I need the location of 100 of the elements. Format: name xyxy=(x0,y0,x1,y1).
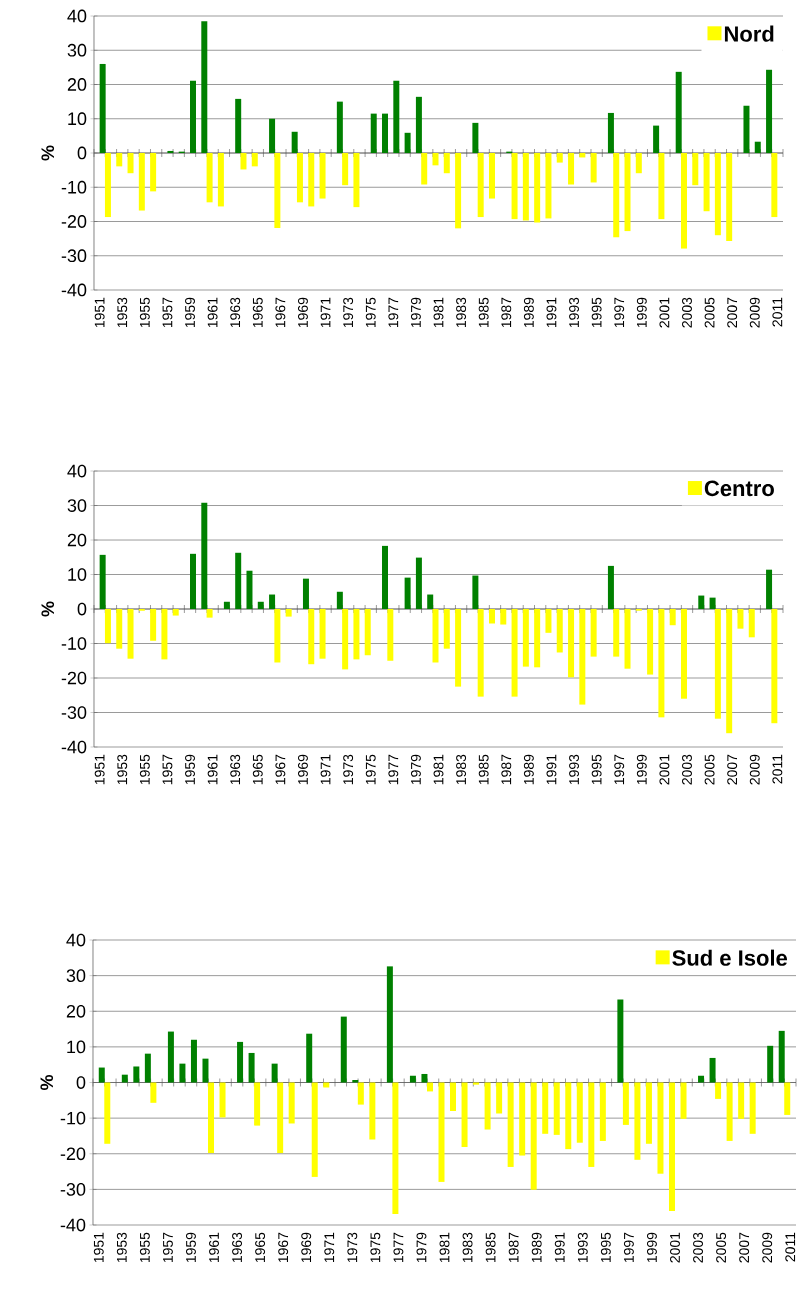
bar xyxy=(488,609,495,624)
bar xyxy=(545,609,552,633)
x-tick-label: 1971 xyxy=(324,1232,335,1263)
bar xyxy=(766,69,773,153)
bar xyxy=(426,1082,433,1092)
x-tick-label: 1995 xyxy=(591,754,602,785)
bar xyxy=(484,1082,491,1130)
x-tick-label: 1977 xyxy=(388,754,399,785)
bar xyxy=(588,1082,595,1167)
y-tick-label: -40 xyxy=(61,283,87,297)
x-tick-label: 1951 xyxy=(93,1232,104,1263)
x-tick-label: 2001 xyxy=(670,1232,680,1263)
bar xyxy=(206,609,213,618)
bar xyxy=(522,153,529,221)
bar xyxy=(201,21,208,153)
x-tick-label: 1993 xyxy=(569,754,579,785)
bar xyxy=(308,609,315,665)
bar xyxy=(201,502,208,610)
x-tick-label: 1995 xyxy=(600,1232,611,1263)
bar xyxy=(590,609,597,657)
bar xyxy=(172,609,179,616)
bar xyxy=(692,153,699,186)
bar xyxy=(450,1082,457,1112)
x-tick-label: 1963 xyxy=(230,754,241,785)
bar xyxy=(461,1082,468,1147)
bar xyxy=(291,131,298,153)
bar xyxy=(534,609,541,668)
bar xyxy=(709,1057,716,1083)
bar xyxy=(116,153,123,167)
bar xyxy=(296,153,303,203)
bar xyxy=(237,1041,244,1083)
bar xyxy=(743,105,750,153)
bar xyxy=(409,1075,416,1083)
bar xyxy=(607,112,614,153)
x-tick-label: 2007 xyxy=(727,754,738,785)
bar xyxy=(668,1082,675,1212)
bar xyxy=(116,609,123,649)
bar xyxy=(534,153,541,223)
bar xyxy=(432,153,439,166)
x-tick-label: 2005 xyxy=(716,1232,727,1263)
bar xyxy=(714,609,721,719)
bar xyxy=(647,609,654,675)
bar xyxy=(519,1082,526,1156)
bar xyxy=(473,1082,480,1085)
bar xyxy=(658,609,665,718)
bar xyxy=(357,1082,364,1105)
bar xyxy=(443,609,450,649)
bar xyxy=(342,153,349,186)
bar xyxy=(393,80,400,153)
x-tick-label: 1957 xyxy=(162,754,173,785)
x-tick-label: 1969 xyxy=(301,1232,312,1263)
bar xyxy=(542,1082,549,1134)
bar xyxy=(714,153,721,236)
bar xyxy=(675,71,682,153)
x-tick-label: 2011 xyxy=(772,754,783,784)
y-tick-label: 30 xyxy=(67,499,87,512)
y-axis-title: % xyxy=(41,145,55,161)
y-tick-label: -30 xyxy=(61,706,87,719)
bar xyxy=(590,153,597,183)
x-tick-label: 1951 xyxy=(94,297,105,328)
x-tick-label: 1973 xyxy=(347,1232,358,1263)
bar xyxy=(319,609,326,659)
x-tick-label: 1967 xyxy=(278,1232,289,1263)
bar xyxy=(219,1082,226,1118)
bar xyxy=(127,153,134,174)
x-tick-label: 1983 xyxy=(456,754,467,785)
bar xyxy=(415,96,422,153)
bar xyxy=(613,609,620,657)
bar xyxy=(680,153,687,249)
bar xyxy=(443,153,450,174)
bar xyxy=(285,609,292,617)
bar xyxy=(477,609,484,697)
bar xyxy=(150,153,157,192)
bar xyxy=(421,1073,428,1083)
bar xyxy=(726,153,733,242)
x-tick-label: 2003 xyxy=(682,297,692,328)
bar xyxy=(217,153,224,207)
bar xyxy=(319,153,326,199)
y-tick-label: 40 xyxy=(66,933,86,947)
bar xyxy=(599,1082,606,1141)
bar xyxy=(311,1082,318,1177)
bar xyxy=(472,575,479,610)
x-tick-label: 1997 xyxy=(614,754,625,785)
x-tick-label: 1993 xyxy=(569,297,579,328)
bar xyxy=(496,1082,503,1114)
x-tick-label: 1961 xyxy=(207,297,218,328)
bar xyxy=(653,125,660,153)
y-tick-label: -40 xyxy=(61,740,87,754)
bar xyxy=(306,1033,313,1083)
x-tick-label: 1965 xyxy=(252,754,263,785)
bar xyxy=(565,1082,572,1150)
bar xyxy=(271,1063,278,1083)
x-tick-label: 1971 xyxy=(320,297,331,328)
y-tick-label: -30 xyxy=(61,249,87,263)
x-tick-label: 1967 xyxy=(275,297,286,328)
bar xyxy=(144,1053,151,1083)
x-tick-label: 1989 xyxy=(523,754,534,785)
bar xyxy=(223,601,230,610)
x-tick-label: 1961 xyxy=(209,1232,219,1263)
bar xyxy=(634,1082,641,1160)
